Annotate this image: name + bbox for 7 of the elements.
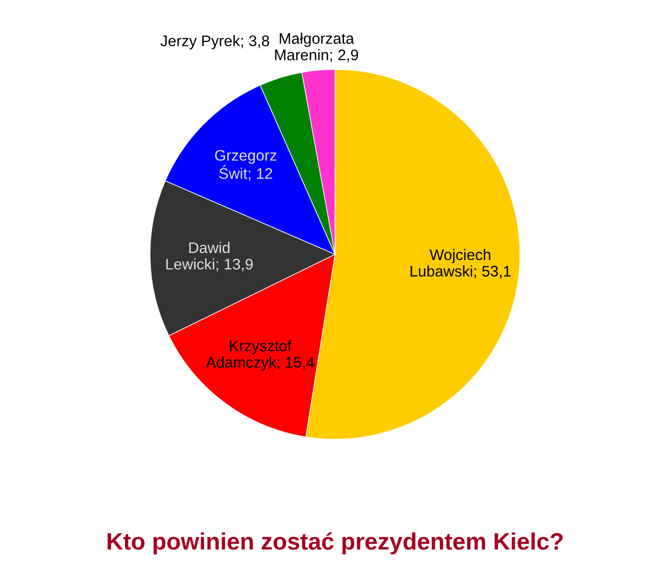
slice-label: Dawid Lewicki; 13,9 [166, 242, 253, 272]
slice-label: Krzysztof Adamczyk; 15,4 [206, 340, 314, 371]
slice-label: Wojciech Lubawski; 53,1 [410, 248, 511, 278]
slice-label: Grzegorz Świt; 12 [215, 150, 276, 181]
slice-label: Małgorzata Marenin; 2,9 [275, 32, 358, 62]
slice-label: Jerzy Pyrek; 3,8 [160, 35, 270, 50]
text: Kto powinien zostać prezydentem Kielc? [108, 532, 563, 554]
